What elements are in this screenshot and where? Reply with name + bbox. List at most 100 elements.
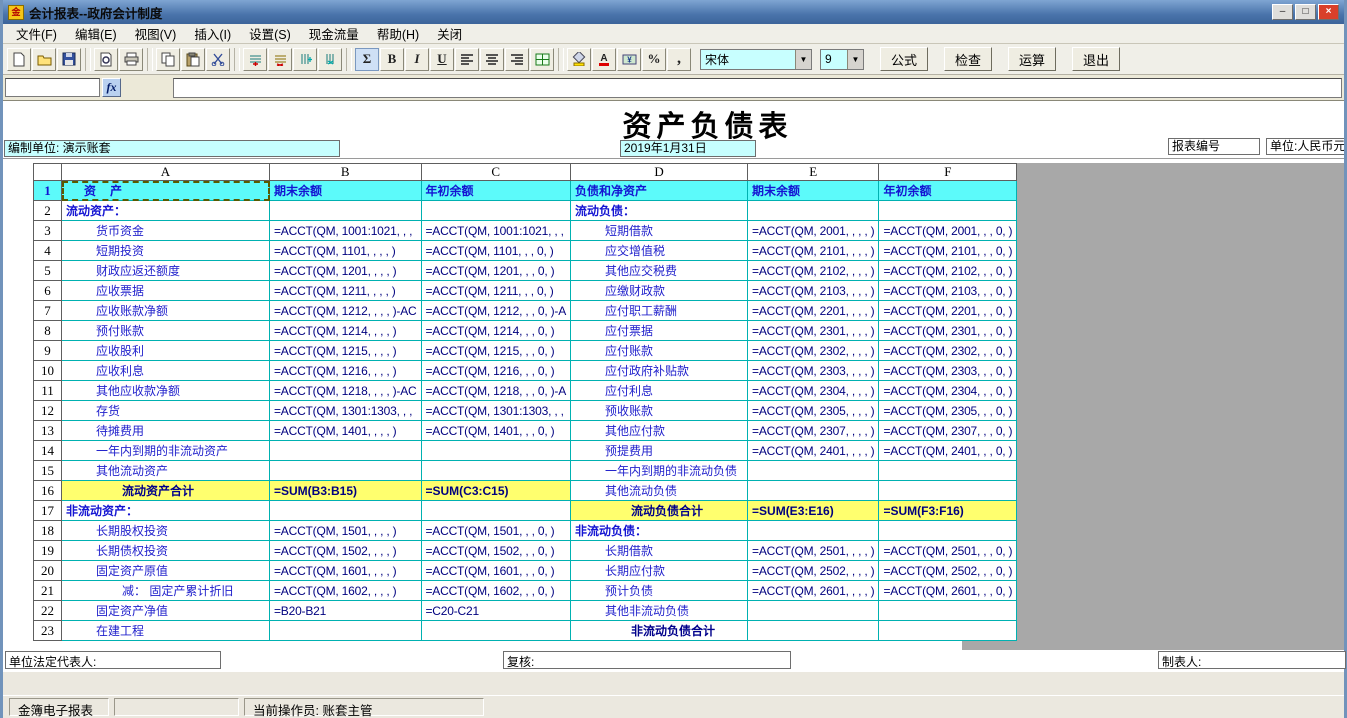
cell-E11[interactable]: =ACCT(QM, 2304, , , , ) — [747, 380, 880, 401]
cell-E21[interactable]: =ACCT(QM, 2601, , , , ) — [747, 580, 880, 601]
prepared-unit-field[interactable]: 编制单位: 演示账套 — [4, 140, 340, 157]
insert-row-icon[interactable] — [243, 47, 267, 71]
row-header-10[interactable]: 10 — [33, 360, 62, 381]
cell-C16[interactable]: =SUM(C3:C15) — [420, 480, 572, 501]
cell-A8[interactable]: 预付账款 — [61, 320, 270, 341]
cell-D8[interactable]: 应付票据 — [570, 320, 749, 341]
row-header-17[interactable]: 17 — [33, 500, 62, 521]
formula-input[interactable] — [173, 77, 1342, 98]
cell-A19[interactable]: 长期债权投资 — [61, 540, 270, 561]
cell-D14[interactable]: 预提费用 — [570, 440, 749, 461]
merge-cells-icon[interactable] — [530, 47, 554, 71]
cell-F18[interactable] — [878, 520, 1018, 541]
cell-F13[interactable]: =ACCT(QM, 2307, , , 0, ) — [878, 420, 1018, 441]
row-header-22[interactable]: 22 — [33, 600, 62, 621]
row-header-5[interactable]: 5 — [33, 260, 62, 281]
cell-B20[interactable]: =ACCT(QM, 1601, , , , ) — [269, 560, 422, 581]
cell-C23[interactable] — [420, 620, 572, 641]
column-header-E[interactable]: E — [747, 163, 880, 181]
cell-A12[interactable]: 存货 — [61, 400, 270, 421]
row-header-9[interactable]: 9 — [33, 340, 62, 361]
cell-B18[interactable]: =ACCT(QM, 1501, , , , ) — [269, 520, 422, 541]
cell-A10[interactable]: 应收利息 — [61, 360, 270, 381]
cell-name-box[interactable] — [5, 78, 100, 97]
corner-cell[interactable] — [33, 163, 62, 181]
cell-C10[interactable]: =ACCT(QM, 1216, , , 0, ) — [420, 360, 572, 381]
column-header-D[interactable]: D — [570, 163, 749, 181]
cell-D7[interactable]: 应付职工薪酬 — [570, 300, 749, 321]
fx-icon[interactable]: fx — [102, 78, 121, 97]
cell-E17[interactable]: =SUM(E3:E16) — [747, 500, 880, 521]
comma-icon[interactable]: , — [667, 47, 691, 71]
currency-icon[interactable]: ¥ — [617, 47, 641, 71]
cell-E16[interactable] — [747, 480, 880, 501]
cell-C11[interactable]: =ACCT(QM, 1218, , , 0, )-A — [420, 380, 572, 401]
cell-E5[interactable]: =ACCT(QM, 2102, , , , ) — [747, 260, 880, 281]
cell-F9[interactable]: =ACCT(QM, 2302, , , 0, ) — [878, 340, 1018, 361]
cell-F21[interactable]: =ACCT(QM, 2601, , , 0, ) — [878, 580, 1018, 601]
menu-item-file[interactable]: 文件(F) — [16, 28, 57, 42]
cell-C1[interactable]: 年初余额 — [420, 180, 572, 201]
cell-A9[interactable]: 应收股利 — [61, 340, 270, 361]
font-name-select[interactable]: 宋体 ▼ — [700, 48, 812, 70]
cell-D16[interactable]: 其他流动负债 — [570, 480, 749, 501]
row-header-20[interactable]: 20 — [33, 560, 62, 581]
cell-A13[interactable]: 待摊费用 — [61, 420, 270, 441]
minimize-button[interactable]: – — [1272, 4, 1293, 20]
column-header-B[interactable]: B — [269, 163, 422, 181]
cell-D6[interactable]: 应缴财政款 — [570, 280, 749, 301]
cell-C17[interactable] — [420, 500, 572, 521]
cell-F3[interactable]: =ACCT(QM, 2001, , , 0, ) — [878, 220, 1018, 241]
cell-B15[interactable] — [269, 460, 422, 481]
cell-F2[interactable] — [878, 200, 1018, 221]
cell-C18[interactable]: =ACCT(QM, 1501, , , 0, ) — [420, 520, 572, 541]
cell-B17[interactable] — [269, 500, 422, 521]
cell-B3[interactable]: =ACCT(QM, 1001:1021, , , — [269, 220, 422, 241]
cell-A14[interactable]: 一年内到期的非流动资产 — [61, 440, 270, 461]
cell-A11[interactable]: 其他应收款净额 — [61, 380, 270, 401]
cell-B13[interactable]: =ACCT(QM, 1401, , , , ) — [269, 420, 422, 441]
cell-C21[interactable]: =ACCT(QM, 1602, , , 0, ) — [420, 580, 572, 601]
column-header-A[interactable]: A — [61, 163, 270, 181]
cell-D9[interactable]: 应付账款 — [570, 340, 749, 361]
cell-C8[interactable]: =ACCT(QM, 1214, , , 0, ) — [420, 320, 572, 341]
cell-A6[interactable]: 应收票据 — [61, 280, 270, 301]
maximize-button[interactable]: □ — [1295, 4, 1316, 20]
check-button[interactable]: 检查 — [944, 47, 992, 71]
cell-B5[interactable]: =ACCT(QM, 1201, , , , ) — [269, 260, 422, 281]
close-button[interactable]: × — [1318, 4, 1339, 20]
bold-icon[interactable]: B — [380, 47, 404, 71]
cell-E6[interactable]: =ACCT(QM, 2103, , , , ) — [747, 280, 880, 301]
cell-D2[interactable]: 流动负债： — [570, 200, 749, 221]
insert-col-icon[interactable] — [293, 47, 317, 71]
cut-icon[interactable] — [206, 47, 230, 71]
cell-D10[interactable]: 应付政府补贴款 — [570, 360, 749, 381]
cell-E13[interactable]: =ACCT(QM, 2307, , , , ) — [747, 420, 880, 441]
cell-D18[interactable]: 非流动负债： — [570, 520, 749, 541]
cell-A3[interactable]: 货币资金 — [61, 220, 270, 241]
cell-C2[interactable] — [420, 200, 572, 221]
cell-B9[interactable]: =ACCT(QM, 1215, , , , ) — [269, 340, 422, 361]
cell-E12[interactable]: =ACCT(QM, 2305, , , , ) — [747, 400, 880, 421]
cell-D22[interactable]: 其他非流动负债 — [570, 600, 749, 621]
cell-A16[interactable]: 流动资产合计 — [61, 480, 270, 501]
menu-item-insert[interactable]: 插入(I) — [194, 28, 232, 42]
cell-A1[interactable]: 资 产 — [61, 180, 270, 201]
cell-F14[interactable]: =ACCT(QM, 2401, , , 0, ) — [878, 440, 1018, 461]
menu-item-edit[interactable]: 编辑(E) — [74, 28, 117, 42]
row-header-8[interactable]: 8 — [33, 320, 62, 341]
chevron-down-icon[interactable]: ▼ — [795, 49, 811, 69]
cell-D15[interactable]: 一年内到期的非流动负债 — [570, 460, 749, 481]
delete-row-icon[interactable] — [268, 47, 292, 71]
cell-A17[interactable]: 非流动资产： — [61, 500, 270, 521]
font-size-select[interactable]: 9 ▼ — [820, 48, 864, 70]
row-header-3[interactable]: 3 — [33, 220, 62, 241]
cell-F16[interactable] — [878, 480, 1018, 501]
cell-E18[interactable] — [747, 520, 880, 541]
cell-F15[interactable] — [878, 460, 1018, 481]
exit-button[interactable]: 退出 — [1072, 47, 1120, 71]
cell-D21[interactable]: 预计负债 — [570, 580, 749, 601]
fill-color-icon[interactable] — [567, 47, 591, 71]
cell-E20[interactable]: =ACCT(QM, 2502, , , , ) — [747, 560, 880, 581]
cell-E14[interactable]: =ACCT(QM, 2401, , , , ) — [747, 440, 880, 461]
